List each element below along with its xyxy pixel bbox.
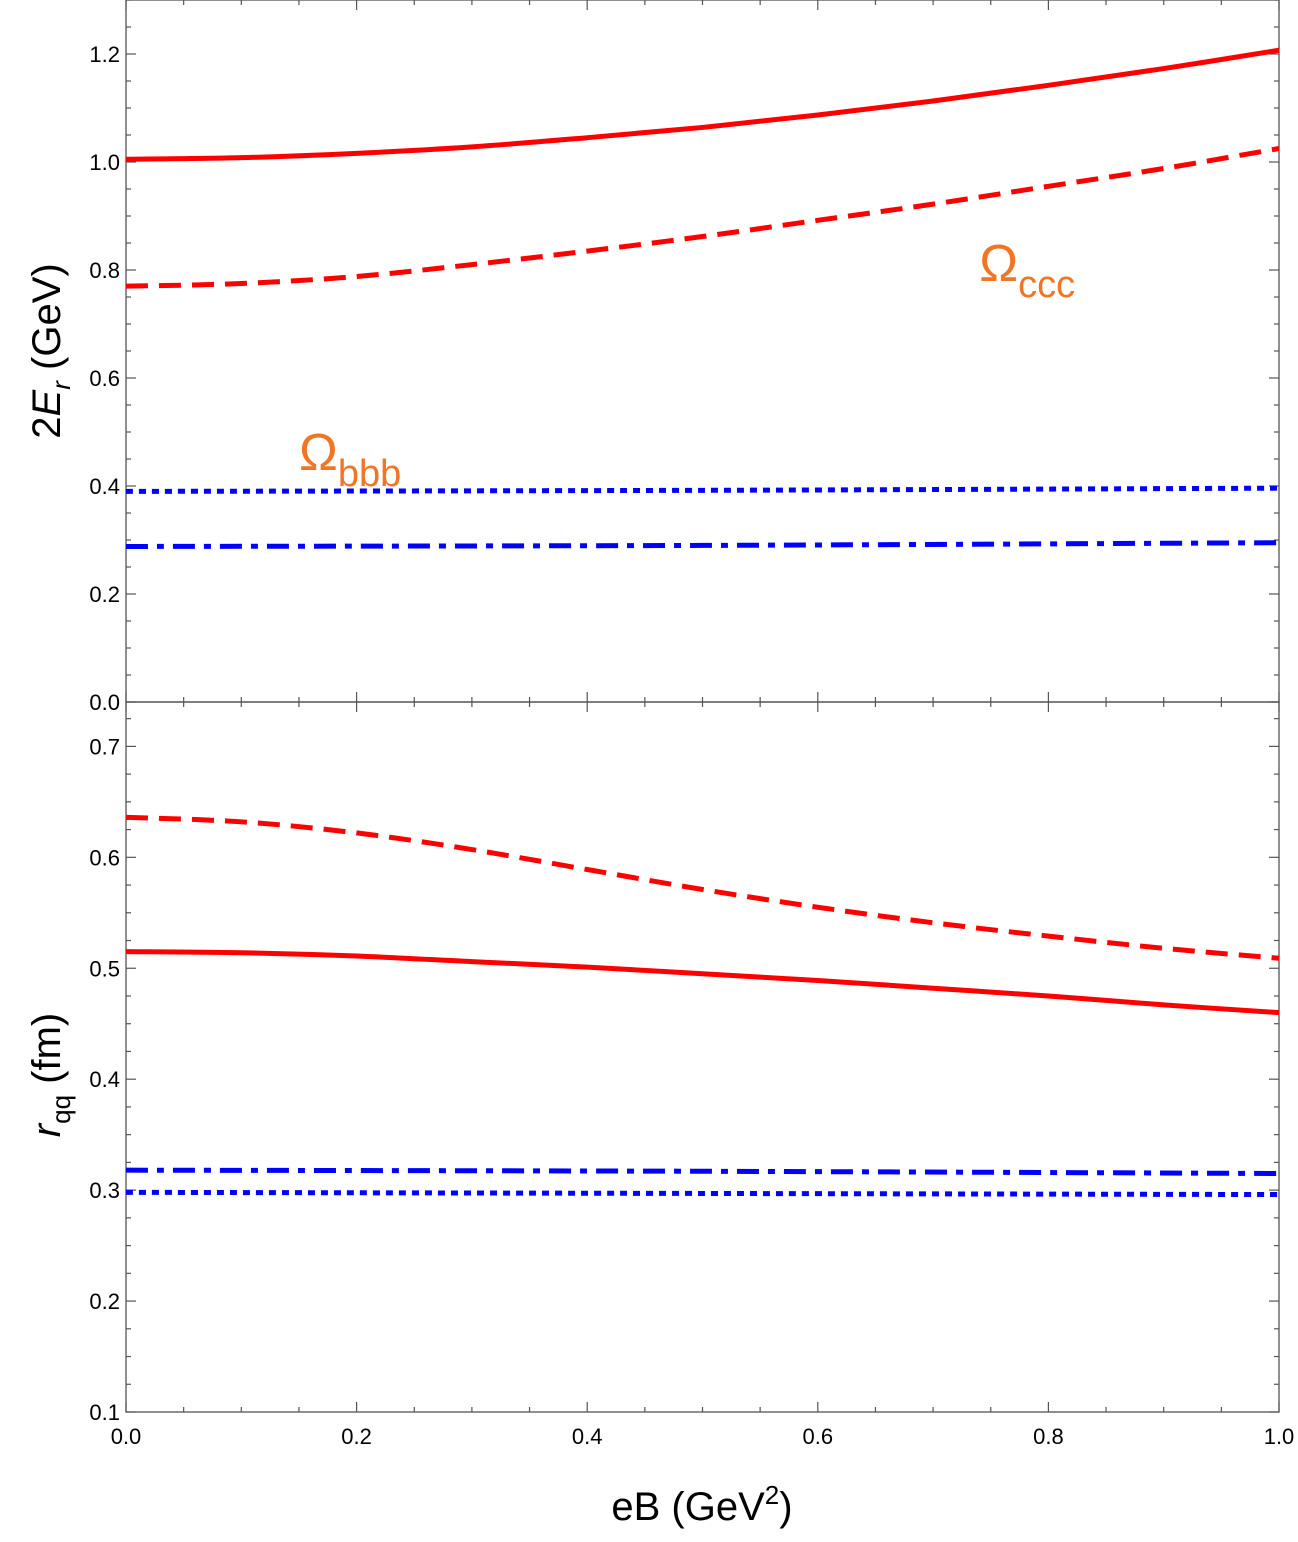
annotation-main: Ω	[299, 424, 338, 482]
top-ticks: 0.0 0.2 0.4 0.6 0.8 1.0 1.2	[89, 0, 1280, 715]
x-axis-title: eB (GeV2)	[611, 1480, 792, 1529]
bottom-series	[125, 814, 1280, 1198]
bottom-ticks: 0.1 0.2 0.3 0.4 0.5 0.6 0.7 0.0 0.2 0.4 0.6 0.8 1.0	[89, 702, 1294, 1449]
bottom-ytick-label: 0.4	[89, 1067, 120, 1092]
top-y-axis-title: 2Er (GeV)	[25, 263, 76, 438]
top-series-dashed-red	[125, 146, 1280, 289]
annotation-omega-bbb: Ωbbb	[299, 424, 401, 495]
bottom-ytick-label: 0.5	[89, 956, 120, 981]
bottom-ylabel-unit: (fm)	[25, 1013, 69, 1095]
top-series-dashdot-blue	[125, 540, 1280, 549]
top-series	[125, 47, 1280, 549]
bottom-ylabel-sub: qq	[46, 1095, 76, 1124]
top-series-dotted-blue	[125, 485, 1280, 494]
top-ytick-label: 1.0	[89, 150, 120, 175]
bottom-ytick-label: 0.2	[89, 1289, 120, 1314]
top-ytick-label: 0.2	[89, 582, 120, 607]
xlabel-end: )	[779, 1485, 792, 1529]
bottom-series-dashed-red	[125, 814, 1280, 961]
top-ylabel-var: E	[25, 388, 69, 416]
annotation-sub: bbb	[338, 453, 401, 495]
top-ylabel-unit: (GeV)	[25, 263, 69, 381]
xlabel-sup: 2	[765, 1480, 779, 1510]
top-ylabel-main: 2	[25, 416, 69, 438]
xtick-label: 0.8	[1033, 1424, 1064, 1449]
xtick-label: 0.4	[572, 1424, 603, 1449]
bottom-ytick-label: 0.1	[89, 1400, 120, 1425]
annotation-sub: ccc	[1018, 264, 1075, 306]
xtick-label: 0.0	[111, 1424, 142, 1449]
bottom-y-axis-title: rqq (fm)	[25, 1013, 76, 1137]
top-ytick-label: 0.0	[89, 690, 120, 715]
bottom-series-solid-red	[125, 949, 1280, 1016]
panel-top-frame	[125, 0, 1280, 703]
top-ytick-label: 0.6	[89, 366, 120, 391]
xlabel-main: eB (GeV	[611, 1485, 765, 1529]
xtick-label: 0.6	[803, 1424, 834, 1449]
top-ytick-label: 1.2	[89, 42, 120, 67]
top-series-solid-red	[125, 47, 1280, 162]
bottom-ylabel-var: r	[25, 1122, 69, 1137]
panel-bottom: 0.10.20.30.40.50.60.70.0 0.2 0.4 0.6 0.8 1.0 …	[25, 701, 1294, 1529]
xtick-label: 0.2	[341, 1424, 372, 1449]
bottom-ytick-label: 0.6	[89, 845, 120, 870]
annotation-omega-ccc: Ωccc	[979, 235, 1075, 306]
bottom-series-dashdot-blue	[125, 1167, 1280, 1176]
annotation-main: Ω	[979, 235, 1018, 293]
bottom-series-dotted-blue	[125, 1189, 1280, 1198]
panel-bottom-frame	[125, 701, 1280, 1413]
top-ytick-label: 0.8	[89, 258, 120, 283]
bottom-ytick-label: 0.7	[89, 734, 120, 759]
top-ylabel-sub: r	[46, 380, 76, 390]
xtick-label: 1.0	[1264, 1424, 1295, 1449]
top-ytick-label: 0.4	[89, 474, 120, 499]
bottom-ytick-label: 0.3	[89, 1178, 120, 1203]
